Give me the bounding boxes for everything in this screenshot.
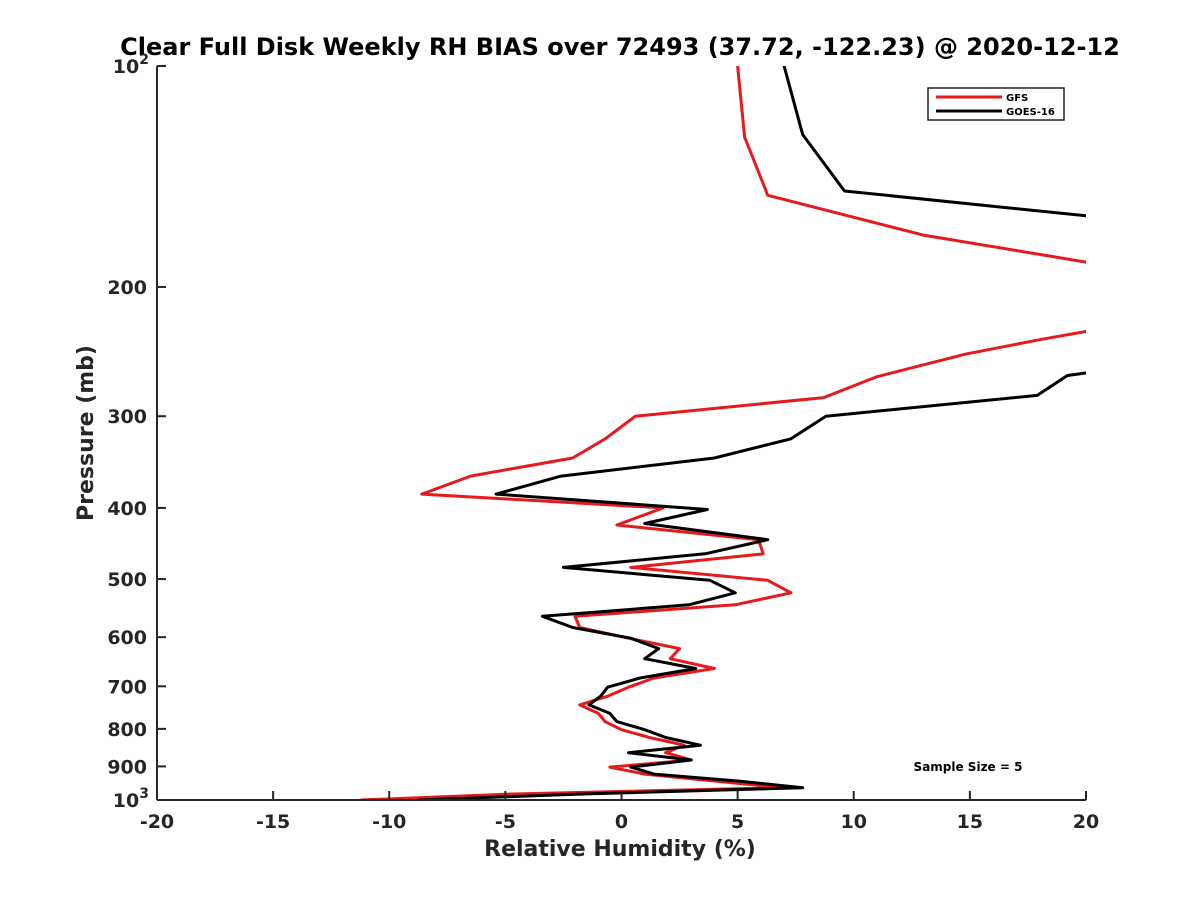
legend: GFS GOES-16 <box>927 87 1065 121</box>
y-tick-label: 102 <box>113 52 149 78</box>
x-tick-label: -5 <box>495 811 516 833</box>
series-line-goes-16-1 <box>417 371 1086 800</box>
legend-label: GOES-16 <box>1006 107 1055 118</box>
y-tick-exponent: 3 <box>139 786 149 802</box>
y-tick-label: 300 <box>107 406 147 428</box>
series-line-goes-16-0 <box>782 66 1086 218</box>
x-axis-label: Relative Humidity (%) <box>484 837 756 862</box>
sample-size-annotation: Sample Size = 5 <box>914 760 1023 774</box>
series-layer <box>359 66 1086 800</box>
x-tick-label: 20 <box>1073 811 1099 833</box>
x-tick-label: 5 <box>731 811 744 833</box>
x-tick-label: 15 <box>957 811 983 833</box>
x-tick-label: -20 <box>140 811 174 833</box>
y-tick-base: 10 <box>113 790 139 812</box>
y-tick-label: 700 <box>107 676 147 698</box>
y-tick-label: 103 <box>113 786 149 812</box>
x-tick-label: 10 <box>841 811 867 833</box>
y-tick-label: 500 <box>107 569 147 591</box>
legend-box <box>927 87 1065 121</box>
y-tick-base: 10 <box>113 56 139 78</box>
y-tick-exponent: 2 <box>139 52 149 68</box>
x-tick-label: -15 <box>256 811 290 833</box>
x-tick-label: 0 <box>615 811 628 833</box>
y-tick-label: 800 <box>107 719 147 741</box>
x-ticks: -20 -15 -10 -5 0 5 10 15 20 <box>140 791 1099 833</box>
legend-label: GFS <box>1006 93 1028 104</box>
x-tick-label: -10 <box>372 811 406 833</box>
y-tick-label: 900 <box>107 756 147 778</box>
series-line-gfs-0 <box>736 66 1086 264</box>
y-tick-label: 400 <box>107 498 147 520</box>
y-tick-label: 600 <box>107 627 147 649</box>
chart-title: Clear Full Disk Weekly RH BIAS over 7249… <box>120 33 1120 61</box>
y-axis-label: Pressure (mb) <box>74 345 99 521</box>
y-tick-label: 200 <box>107 277 147 299</box>
